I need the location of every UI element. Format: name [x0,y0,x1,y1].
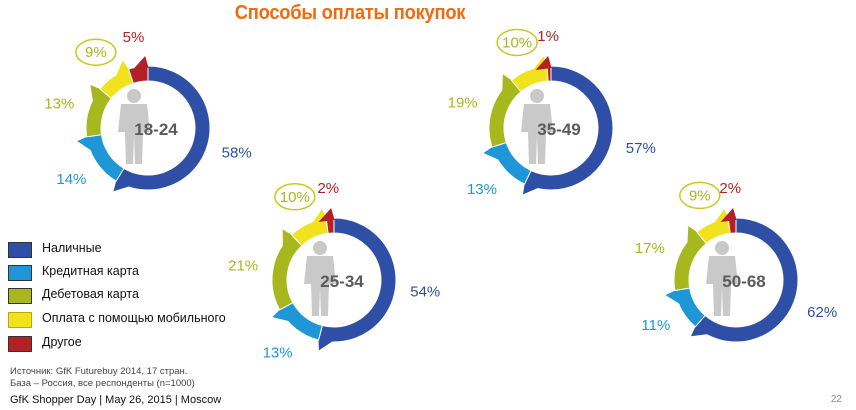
person-silhouette-icon [304,241,336,316]
data-label-debit-card: 19% [448,94,478,111]
data-label-cash: 62% [807,304,837,321]
donut-chart-50-68: 62% 11% 17% 9% 2% 50-68 [635,180,837,343]
data-label-credit-card: 13% [467,181,497,198]
chart-title: Способы оплаты покупок [234,2,466,24]
data-label-mobile: 9% [85,44,107,61]
data-label-cash: 54% [410,284,440,301]
footer: GfK Shopper Day | May 26, 2015 | Moscow [10,394,222,406]
mobile-label-highlight [75,38,117,66]
data-label-mobile: 9% [689,187,711,204]
data-label-mobile: 10% [502,34,532,51]
mobile-label-highlight [679,181,721,210]
legend-label: Дебетовая карта [42,287,139,301]
data-label-credit-card: 13% [263,345,293,362]
person-silhouette-icon [118,89,150,164]
data-label-credit-card: 14% [56,171,86,188]
segment-pointer-other [720,208,737,223]
page-number: 22 [830,394,842,405]
segment-pointer-credit-card [77,135,93,152]
donut-segment-credit-card [674,287,706,328]
donut-chart-25-34: 54% 13% 21% 10% 2% 25-34 [228,180,440,362]
age-group-label: 25-34 [320,272,364,291]
person-silhouette-icon [706,241,738,316]
data-label-mobile: 10% [280,189,310,206]
segment-pointer-other [535,56,552,71]
donut-chart-35-49: 57% 13% 19% 10% 1% 35-49 [448,28,656,198]
legend-swatch-mobile [8,312,32,328]
data-label-other: 2% [317,180,339,197]
donut-segment-credit-card [86,134,125,182]
source-line-2: База – Россия, все респонденты (n=1000) [10,378,195,389]
age-group-label: 50-68 [722,272,765,291]
segment-pointer-debit-card [282,229,294,249]
segment-pointer-cash [690,324,710,337]
data-label-debit-card: 21% [228,258,258,275]
segment-pointer-other [132,56,149,71]
donut-segment-credit-card [491,141,532,185]
age-group-label: 18-24 [134,120,178,139]
segment-pointer-cash [318,337,335,351]
legend-swatch-debit-card [8,288,32,304]
data-label-debit-card: 17% [635,240,665,257]
legend-label: Оплата с помощью мобильного [42,311,226,325]
donut-segment-debit-card [85,88,113,138]
segment-pointer-debit-card [687,226,699,245]
data-label-credit-card: 11% [641,317,670,334]
mobile-label-highlight [496,28,538,57]
segment-pointer-mobile [115,60,130,78]
segment-pointer-other [318,208,335,223]
legend-label: Другое [42,335,82,349]
age-group-label: 35-49 [537,120,580,139]
legend-label: Наличные [42,241,102,255]
donut-segment-debit-card [488,79,522,148]
segment-pointer-debit-card [502,74,514,94]
data-label-cash: 57% [626,140,656,157]
data-label-cash: 58% [222,145,252,162]
segment-pointer-credit-card [483,145,501,161]
segment-pointer-credit-card [665,289,682,306]
person-silhouette-icon [521,89,553,164]
segment-pointer-credit-card [272,308,291,322]
source-line-1: Источник: GfK Futurebuy 2014, 17 стран. [10,366,188,377]
data-label-other: 5% [123,29,145,46]
data-label-debit-card: 13% [44,95,74,112]
segment-pointer-cash [522,182,541,195]
mobile-label-highlight [274,183,316,211]
donut-segment-debit-card [271,234,303,311]
segment-pointer-cash [113,179,132,192]
data-label-other: 1% [537,28,559,45]
legend-swatch-credit-card [8,265,32,281]
donut-chart-18-24: 58% 14% 13% 9% 5% 18-24 [44,29,252,192]
legend-swatch-other [8,336,32,352]
segment-pointer-debit-card [90,84,102,104]
source-note: Источник: GfK Futurebuy 2014, 17 стран. … [10,366,195,390]
legend-label: Кредитная карта [42,264,139,278]
legend-swatch-cash [8,242,32,258]
data-label-other: 2% [719,180,741,197]
